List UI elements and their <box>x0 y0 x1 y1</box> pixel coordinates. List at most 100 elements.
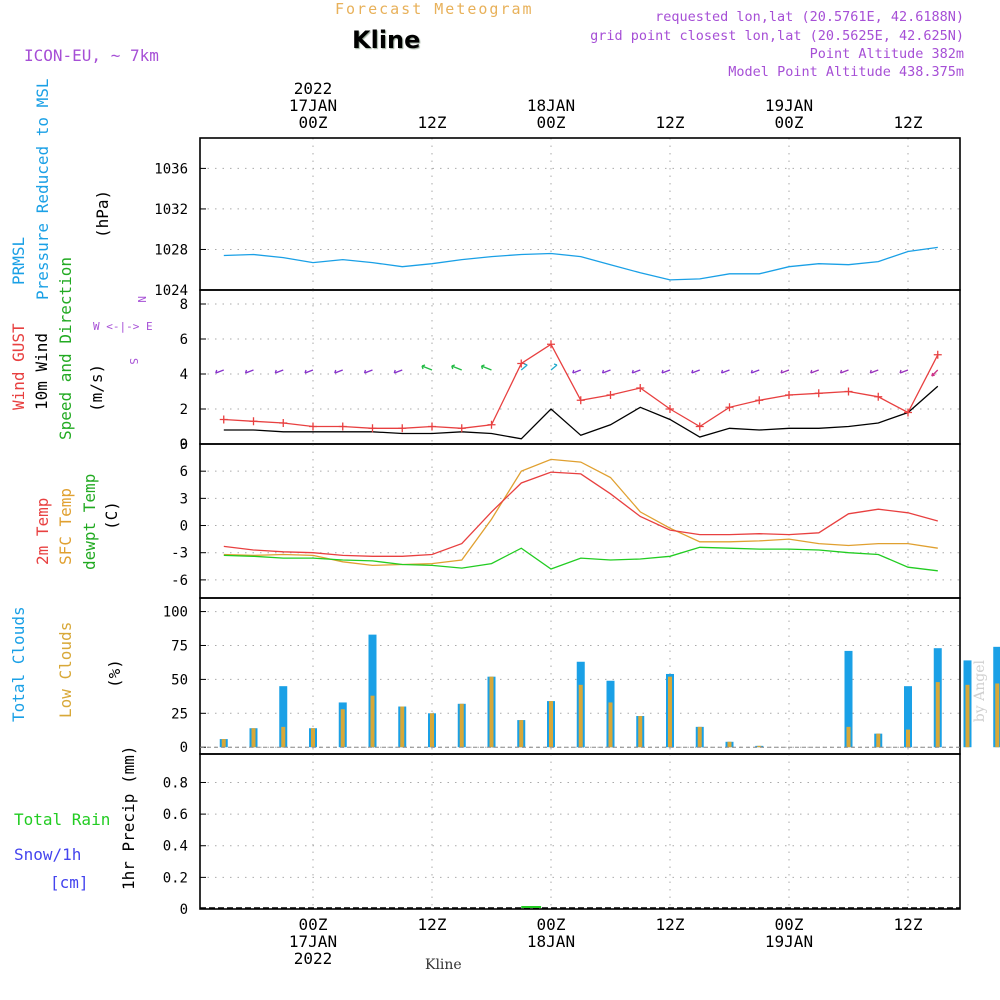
bottom-time-label: 12Z <box>894 915 923 934</box>
bottom-time-label: 18JAN <box>527 932 575 951</box>
snow-unit-label: [cm] <box>50 873 89 892</box>
gust-marker <box>517 359 526 368</box>
gust-marker <box>368 424 377 433</box>
low-cloud-bar <box>311 728 315 748</box>
top-time-label: 19JAN <box>765 96 813 115</box>
wind-direction-arrow <box>572 369 581 374</box>
pressure-unit-label: (hPa) <box>93 190 112 238</box>
wind-direction-arrow <box>931 369 939 377</box>
wind-frame <box>199 289 961 445</box>
low-cloud-bar <box>370 695 375 748</box>
top-time-label: 18JAN <box>527 96 575 115</box>
low-cloud-bar <box>578 684 583 748</box>
gust-marker <box>309 422 317 431</box>
low-cloud-bar <box>549 701 553 748</box>
wind-speed-line <box>223 385 939 440</box>
pressure-axis-label-2: Pressure Reduced to MSL <box>33 78 52 300</box>
low-cloud-bar <box>757 745 762 748</box>
low-cloud-bar <box>340 709 345 748</box>
gust-marker <box>219 415 228 424</box>
bottom-time-label: 00Z <box>537 915 566 934</box>
total-cloud-bar <box>279 686 288 748</box>
cloud-unit-label: (%) <box>105 659 124 688</box>
top-time-label: 2022 <box>294 79 333 98</box>
gust-marker <box>576 396 585 405</box>
low-cloud-bar <box>221 739 226 748</box>
top-time-label: 00Z <box>775 113 804 132</box>
clouds-ytick-label: 75 <box>171 638 188 654</box>
compass-north: N <box>135 296 148 303</box>
wind-axis-label-1: Wind GUST <box>9 323 28 410</box>
low-cloud-bar <box>638 716 643 748</box>
top-time-label: 12Z <box>418 113 447 132</box>
precip-ytick-label: 0.6 <box>163 807 188 823</box>
gust-marker <box>636 384 645 392</box>
bottom-time-label: 12Z <box>418 915 447 934</box>
wind-direction-arrow <box>631 369 641 374</box>
gust-marker <box>725 403 734 412</box>
wind-direction-arrow <box>421 364 433 371</box>
pressure-line <box>223 246 938 281</box>
gust-marker <box>398 424 407 433</box>
wind-ytick-label: 4 <box>180 367 188 383</box>
clouds-ytick-label: 50 <box>171 672 188 688</box>
wind-gust-line <box>223 343 939 429</box>
wind-direction-arrow <box>810 369 819 374</box>
gust-marker <box>844 387 853 396</box>
temp-axis-label-1: 2m Temp <box>33 498 52 565</box>
temperature-ytick-label: 6 <box>180 464 188 480</box>
gust-marker <box>279 419 288 427</box>
gust-marker <box>904 408 912 417</box>
bottom-time-label: 19JAN <box>765 932 813 951</box>
model-point-altitude: Model Point Altitude 438.375m <box>728 64 964 80</box>
low-cloud-bar <box>995 683 1000 748</box>
pressure-frame <box>199 137 961 291</box>
gust-marker <box>338 422 347 431</box>
wind-direction-arrow <box>215 369 224 374</box>
compass-east-west: W <-|-> E <box>93 320 153 333</box>
low-cloud-bar <box>281 726 286 748</box>
bottom-time-label: 2022 <box>294 949 333 968</box>
temp-axis-label-3: dewpt Temp <box>80 474 99 570</box>
wind-direction-arrow <box>661 369 671 374</box>
bottom-time-label: 12Z <box>656 915 685 934</box>
meteogram-title: Forecast Meteogram <box>335 0 534 18</box>
precip-ytick-label: 0.8 <box>163 775 188 791</box>
wind-direction-arrow <box>750 369 760 374</box>
bottom-time-label: 00Z <box>299 915 328 934</box>
gust-marker <box>457 424 466 433</box>
low-cloud-bar <box>400 706 405 748</box>
low-cloud-bar <box>876 733 881 748</box>
wind-direction-arrow <box>550 363 558 371</box>
total-cloud-bar <box>904 686 912 748</box>
gust-marker <box>814 389 823 398</box>
cloud-axis-label-2: Low Clouds <box>56 622 75 718</box>
temperature-ytick-label: -3 <box>171 546 188 562</box>
sfc-temp-line <box>223 458 938 567</box>
gust-marker <box>755 396 764 405</box>
low-cloud-bar <box>251 728 256 748</box>
wind-direction-arrow <box>363 369 373 374</box>
clouds-ytick-label: 25 <box>171 706 188 722</box>
wind-unit-label: (m/s) <box>87 364 106 412</box>
temperature-ytick-label: 9 <box>180 437 188 453</box>
low-cloud-bar <box>965 684 970 748</box>
precip-ytick-label: 0.2 <box>163 870 188 886</box>
precip-unit-label: 1hr Precip (mm) <box>119 746 138 891</box>
gust-marker <box>428 422 436 431</box>
gust-marker <box>249 417 258 426</box>
pressure-ytick-label: 1028 <box>154 242 188 258</box>
point-altitude: Point Altitude 382m <box>809 46 964 62</box>
temperature-ytick-label: 3 <box>180 491 188 507</box>
bottom-time-label: 17JAN <box>289 932 337 951</box>
bottom-time-label: 00Z <box>775 915 804 934</box>
wind-axis-label-2: 10m Wind <box>32 333 51 410</box>
model-name: ICON-EU, ~ 7km <box>24 46 159 65</box>
gust-marker <box>487 420 496 429</box>
wind-ytick-label: 0 <box>180 437 188 453</box>
clouds-ytick-label: 100 <box>163 605 188 621</box>
precip-frame <box>199 753 961 910</box>
wind-direction-arrow <box>244 369 254 374</box>
top-time-label: 17JAN <box>289 96 337 115</box>
gust-marker <box>666 405 674 413</box>
